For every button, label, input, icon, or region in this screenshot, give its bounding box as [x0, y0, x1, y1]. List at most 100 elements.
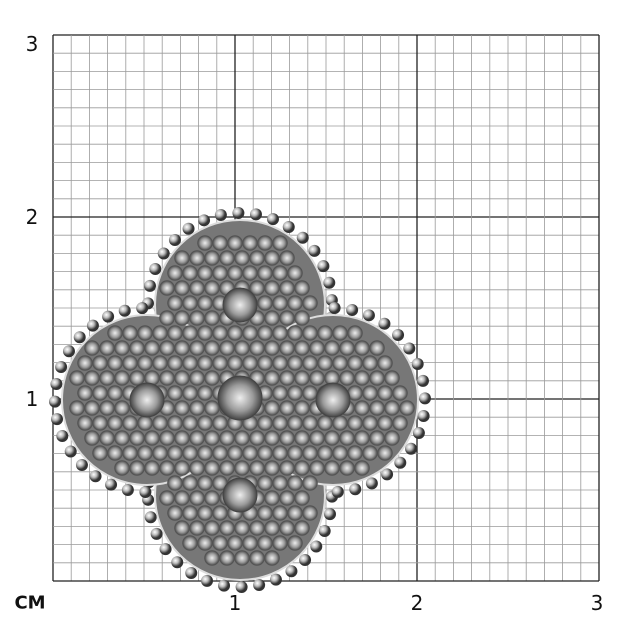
pave-stone — [212, 445, 228, 461]
pave-stone — [362, 355, 378, 371]
pave-stone — [279, 400, 295, 416]
pave-stone — [212, 535, 228, 551]
pave-stone — [99, 340, 115, 356]
pave-stone — [294, 370, 310, 386]
pave-stone — [384, 370, 400, 386]
pave-stone — [257, 295, 273, 311]
bead — [150, 527, 163, 540]
pave-stone — [174, 340, 190, 356]
pave-stone — [369, 370, 385, 386]
pave-stone — [197, 355, 213, 371]
pave-stone — [377, 385, 393, 401]
pave-stone — [242, 355, 258, 371]
bead — [185, 567, 198, 580]
pave-stone — [84, 340, 100, 356]
pave-stone — [174, 460, 190, 476]
pave-stone — [272, 445, 288, 461]
pave-stone — [174, 430, 190, 446]
bead — [89, 470, 102, 483]
bead — [362, 309, 375, 322]
pave-stone — [99, 430, 115, 446]
pave-stone — [144, 430, 160, 446]
pave-stone — [354, 430, 370, 446]
pave-stone — [392, 415, 408, 431]
pave-stone — [92, 445, 108, 461]
bead — [201, 574, 214, 587]
pave-stone — [302, 355, 318, 371]
pave-stone — [264, 520, 280, 536]
pave-stone — [227, 265, 243, 281]
bead — [218, 579, 231, 592]
pave-stone — [129, 460, 145, 476]
pave-stone — [227, 535, 243, 551]
pave-stone — [212, 325, 228, 341]
pave-stone — [197, 505, 213, 521]
pave-stone — [197, 235, 213, 251]
bead — [310, 540, 323, 553]
pave-stone — [362, 415, 378, 431]
pave-stone — [204, 550, 220, 566]
pave-stone — [264, 490, 280, 506]
pave-stone — [189, 490, 205, 506]
pave-stone — [242, 265, 258, 281]
pave-stone — [287, 355, 303, 371]
bead — [328, 302, 341, 315]
pave-stone — [212, 415, 228, 431]
pave-stone — [182, 265, 198, 281]
pave-stone — [377, 355, 393, 371]
pave-stone — [324, 430, 340, 446]
pave-stone — [249, 460, 265, 476]
pave-stone — [189, 310, 205, 326]
pave-stone — [219, 430, 235, 446]
pave-stone — [257, 505, 273, 521]
bead — [378, 317, 391, 330]
pave-stone — [167, 445, 183, 461]
pave-stone — [174, 520, 190, 536]
x-label-1: 1 — [228, 591, 242, 615]
bead — [121, 483, 134, 496]
bead — [51, 413, 64, 426]
bead — [266, 213, 279, 226]
pave-stone — [249, 520, 265, 536]
pave-stone — [324, 460, 340, 476]
pave-stone — [152, 415, 168, 431]
pave-stone — [114, 400, 130, 416]
pave-stone — [377, 445, 393, 461]
pave-stone — [182, 475, 198, 491]
pave-stone — [152, 445, 168, 461]
bead — [182, 222, 195, 235]
pave-stone — [287, 505, 303, 521]
pave-stone — [272, 535, 288, 551]
pave-stone — [264, 460, 280, 476]
bead — [318, 524, 331, 537]
pave-stone — [249, 250, 265, 266]
bead — [416, 374, 429, 387]
pave-stone — [182, 445, 198, 461]
pave-stone — [302, 325, 318, 341]
pave-stone — [309, 460, 325, 476]
pave-stone — [107, 385, 123, 401]
pave-stone — [272, 325, 288, 341]
pave-stone — [197, 385, 213, 401]
pave-stone — [242, 445, 258, 461]
bead — [349, 483, 362, 496]
pave-stone — [347, 325, 363, 341]
lobe-center-stone — [315, 382, 351, 418]
pave-stone — [84, 400, 100, 416]
pave-stone — [204, 430, 220, 446]
pave-stone — [249, 550, 265, 566]
pave-stone — [167, 475, 183, 491]
pave-stone — [264, 340, 280, 356]
pave-stone — [264, 370, 280, 386]
pave-stone — [107, 415, 123, 431]
pave-stone — [332, 325, 348, 341]
pave-stone — [234, 250, 250, 266]
pave-stone — [287, 535, 303, 551]
x-label-2: 2 — [410, 591, 424, 615]
pave-stone — [272, 295, 288, 311]
pave-stone — [189, 340, 205, 356]
pave-stone — [189, 520, 205, 536]
pave-stone — [257, 415, 273, 431]
pave-stone — [257, 445, 273, 461]
pave-stone — [204, 280, 220, 296]
